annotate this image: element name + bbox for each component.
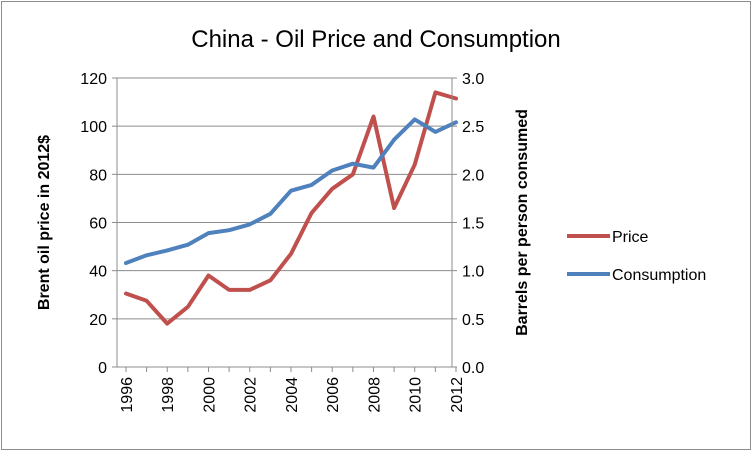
series-layer [124,90,458,326]
tick-labels: 0 20 40 60 80 100 120 0.0 0.5 1.0 1.5 2.0 2.5 3.0 1996… [80,71,484,413]
y-right-tick-label: 2.0 [462,167,484,184]
y-axis-right-label: Barrels per person consumed [514,109,531,336]
y-left-tick-label: 120 [80,71,107,88]
x-tick-label: 1998 [160,377,177,413]
legend-label-consumption: Consumption [612,267,706,284]
y-left-tick-label: 40 [89,264,107,281]
legend-label-price: Price [612,229,649,246]
axes [112,77,457,372]
y-right-tick-label: 2.5 [462,119,484,136]
y-right-tick-label: 1.0 [462,264,484,281]
y-right-tick-label: 0.0 [462,360,484,377]
x-tick-label: 2004 [284,377,301,413]
x-tick-label: 2006 [325,377,342,413]
chart-title: China - Oil Price and Consumption [191,26,561,53]
x-tick-label: 2008 [366,377,383,413]
y-right-tick-label: 1.5 [462,216,484,233]
y-left-tick-label: 0 [98,360,107,377]
legend: Price Consumption [567,229,706,284]
y-right-tick-label: 0.5 [462,312,484,329]
y-left-tick-label: 20 [89,312,107,329]
y-left-tick-label: 60 [89,216,107,233]
y-left-tick-label: 100 [80,119,107,136]
series-line-price [124,90,458,326]
y-right-tick-label: 3.0 [462,71,484,88]
x-tick-label: 2010 [408,377,425,413]
series-line-consumption [124,117,458,265]
x-tick-label: 1996 [119,377,136,413]
x-tick-label: 2000 [201,377,218,413]
x-tick-label: 2012 [449,377,466,413]
y-left-tick-label: 80 [89,167,107,184]
x-tick-label: 2002 [243,377,260,413]
y-axis-left-label: Brent oil price in 2012$ [36,135,53,310]
